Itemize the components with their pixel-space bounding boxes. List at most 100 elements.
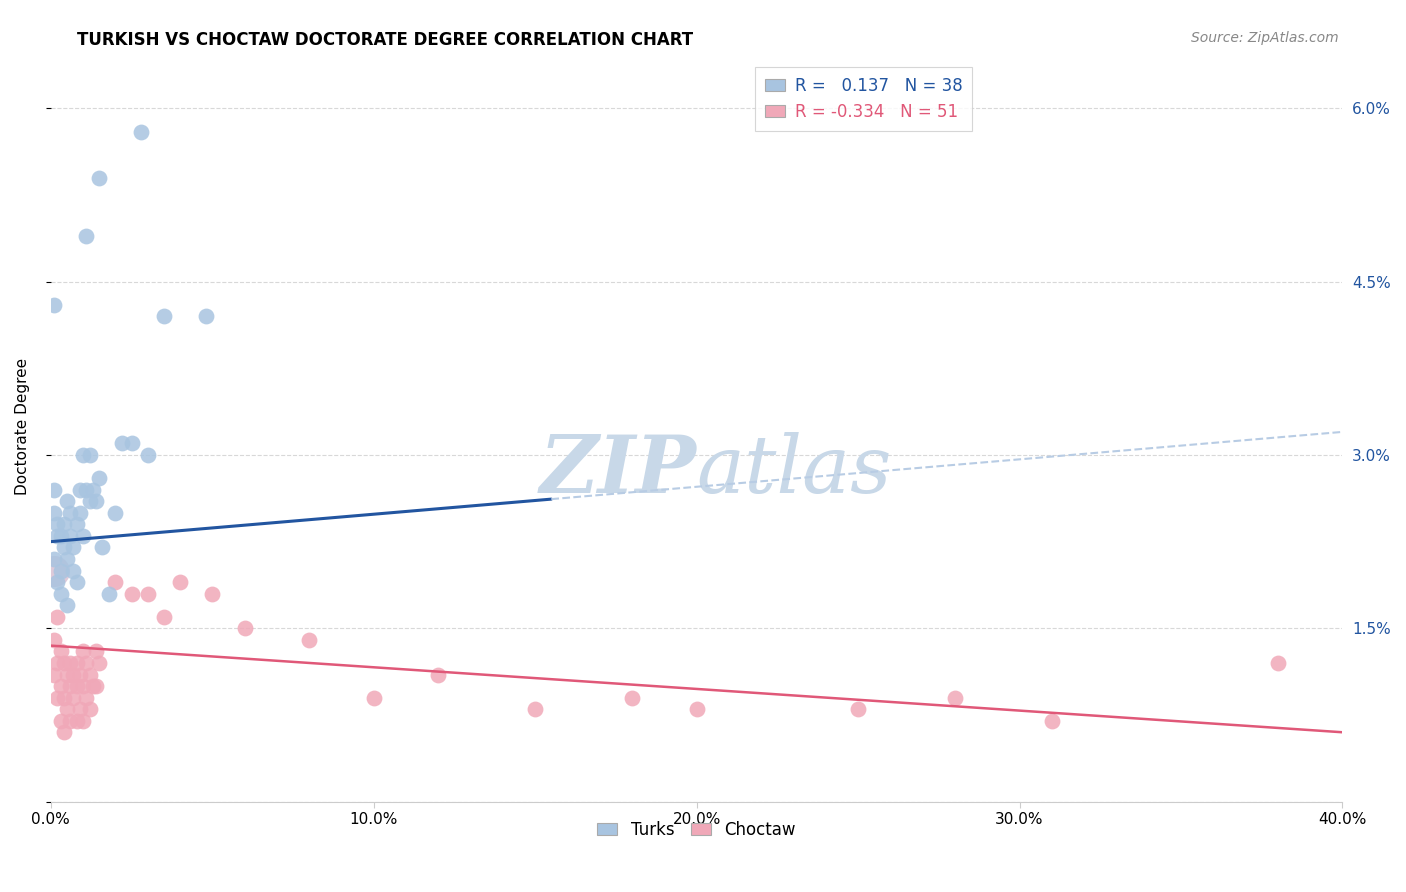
Point (75, 228, 97, 243)
Point (75, 656, 97, 670)
Point (56, 702, 79, 716)
Point (233, 621, 256, 635)
Point (136, 587, 159, 601)
Point (75, 483, 97, 497)
Point (42, 564, 65, 578)
Point (62, 667, 84, 681)
Point (72, 529, 94, 543)
Point (84, 679, 107, 693)
Point (846, 702, 869, 716)
Point (62, 541, 84, 555)
Point (59, 529, 82, 543)
Point (298, 632, 321, 647)
Point (75, 690, 97, 705)
Point (42, 483, 65, 497)
Point (84, 494, 107, 508)
Point (59, 506, 82, 520)
Point (97, 587, 120, 601)
Point (42, 552, 65, 566)
Point (79, 494, 101, 508)
Point (136, 448, 159, 462)
Point (89, 170, 111, 185)
Point (42, 667, 65, 681)
Point (46, 517, 69, 532)
Point (52, 690, 75, 705)
Point (56, 598, 79, 612)
Point (121, 436, 143, 450)
Text: atlas: atlas (696, 433, 891, 510)
Point (49, 714, 72, 728)
Point (69, 506, 91, 520)
Point (52, 517, 75, 532)
Point (42, 632, 65, 647)
Point (153, 310, 176, 324)
Point (49, 644, 72, 658)
Point (121, 587, 143, 601)
Point (72, 644, 94, 658)
Point (49, 564, 72, 578)
Point (62, 564, 84, 578)
Point (72, 679, 94, 693)
Point (72, 448, 94, 462)
Point (56, 667, 79, 681)
Point (59, 714, 82, 728)
Point (82, 679, 104, 693)
Point (49, 587, 72, 601)
Point (79, 702, 101, 716)
Point (104, 575, 127, 590)
Point (685, 702, 707, 716)
Point (66, 679, 89, 693)
Point (169, 575, 191, 590)
Point (46, 656, 69, 670)
Text: Source: ZipAtlas.com: Source: ZipAtlas.com (1191, 31, 1339, 45)
Point (153, 609, 176, 624)
Point (1040, 714, 1063, 728)
Point (66, 517, 89, 532)
Point (72, 714, 94, 728)
Point (49, 679, 72, 693)
Point (69, 667, 91, 681)
Point (621, 690, 644, 705)
Point (52, 656, 75, 670)
Text: ZIP: ZIP (540, 433, 696, 510)
Point (79, 667, 101, 681)
Point (194, 310, 217, 324)
Point (46, 575, 69, 590)
Point (42, 298, 65, 312)
Point (89, 656, 111, 670)
Legend: Turks, Choctaw: Turks, Choctaw (591, 814, 803, 846)
Point (129, 124, 152, 138)
Point (52, 541, 75, 555)
Point (82, 483, 104, 497)
Point (69, 483, 91, 497)
Point (46, 690, 69, 705)
Point (46, 609, 69, 624)
Point (524, 702, 547, 716)
Point (66, 656, 89, 670)
Point (59, 656, 82, 670)
Point (42, 506, 65, 520)
Point (56, 494, 79, 508)
Point (104, 506, 127, 520)
Point (56, 552, 79, 566)
Point (49, 529, 72, 543)
Point (79, 448, 101, 462)
Point (943, 690, 966, 705)
Point (427, 667, 450, 681)
Point (52, 725, 75, 739)
Point (62, 690, 84, 705)
Point (1267, 656, 1289, 670)
Point (89, 471, 111, 485)
Point (84, 644, 107, 658)
Point (46, 529, 69, 543)
Point (69, 702, 91, 716)
Point (111, 436, 134, 450)
Text: TURKISH VS CHOCTAW DOCTORATE DEGREE CORRELATION CHART: TURKISH VS CHOCTAW DOCTORATE DEGREE CORR… (77, 31, 693, 49)
Point (66, 714, 89, 728)
Point (66, 575, 89, 590)
Point (59, 679, 82, 693)
Point (201, 587, 224, 601)
Y-axis label: Doctorate Degree: Doctorate Degree (15, 358, 30, 495)
Point (363, 690, 385, 705)
Point (42, 564, 65, 578)
